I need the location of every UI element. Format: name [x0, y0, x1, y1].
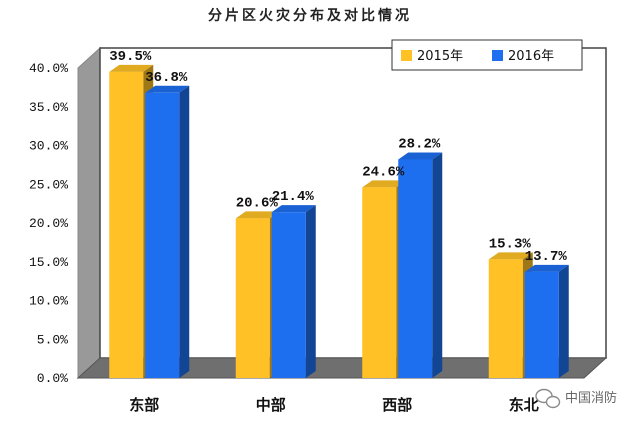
data-label: 39.5%	[109, 49, 152, 65]
y-tick-label: 10.0%	[29, 294, 68, 309]
y-tick-label: 15.0%	[29, 255, 68, 270]
data-label: 20.6%	[236, 195, 279, 211]
watermark-text: 中国消防	[565, 390, 617, 406]
legend-label-2016: 2016年	[508, 49, 554, 64]
bar-2016	[145, 85, 190, 379]
data-label: 36.8%	[145, 70, 188, 86]
y-tick-label: 40.0%	[29, 61, 68, 76]
bar-2016	[524, 264, 569, 378]
y-tick-label: 0.0%	[37, 371, 68, 386]
data-label: 15.3%	[489, 236, 532, 252]
wechat-icon	[535, 388, 561, 409]
data-label: 28.2%	[398, 136, 441, 152]
legend-swatch-2016	[492, 50, 503, 61]
y-tick-label: 20.0%	[29, 216, 68, 231]
bar-series	[109, 64, 569, 379]
y-tick-label: 25.0%	[29, 177, 68, 192]
y-tick-label: 35.0%	[29, 100, 68, 115]
x-category-label: 西部	[382, 396, 412, 414]
data-label: 21.4%	[272, 189, 315, 205]
data-label: 24.6%	[362, 164, 405, 180]
legend-swatch-2015	[401, 50, 412, 61]
y-axis-ticks: 0.0% 5.0% 10.0% 15.0% 20.0% 25.0% 30.0% 35.0% 40…	[29, 61, 68, 386]
data-labels: 39.5% 36.8% 20.6%21.4% 24.6% 28.2% 15.3%13.7%	[109, 49, 567, 265]
data-label: 13.7%	[525, 249, 568, 265]
x-axis-categories: 东部 中部 西部 东北	[129, 396, 539, 414]
chart-title: 分片区火灾分布及对比情况	[208, 7, 412, 24]
x-category-label: 东北	[509, 396, 539, 414]
watermark: 中国消防	[535, 388, 617, 409]
y-tick-label: 5.0%	[37, 332, 68, 347]
bar-2016	[398, 152, 443, 378]
bar-2016	[271, 205, 316, 378]
legend-label-2015: 2015年	[417, 49, 463, 64]
y-tick-label: 30.0%	[29, 139, 68, 154]
x-category-label: 东部	[129, 396, 159, 414]
x-category-label: 中部	[256, 396, 286, 414]
legend: 2015年 2016年	[391, 39, 583, 71]
